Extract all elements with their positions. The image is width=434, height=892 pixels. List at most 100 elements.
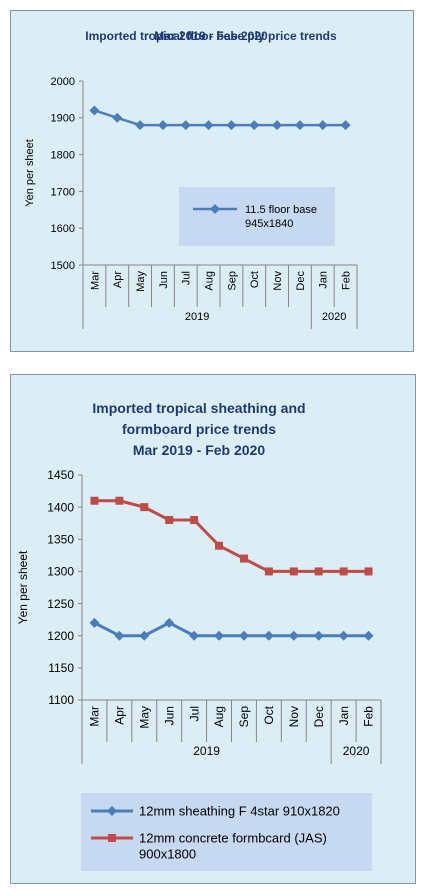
y-tick-label: 1350 — [47, 532, 74, 546]
legend-label: 11.5 floor base — [245, 204, 317, 216]
y-tick-label: 1150 — [48, 661, 74, 675]
chart-floor-base: Imported tropical floor base ply price t… — [24, 29, 358, 329]
data-point — [190, 516, 199, 524]
data-point — [239, 554, 248, 563]
data-point — [272, 120, 283, 131]
data-point — [165, 516, 174, 524]
x-tick-label: Apr — [113, 706, 127, 725]
data-point — [226, 120, 237, 131]
x-tick-label: Aug — [212, 706, 226, 727]
y-tick-label: 1450 — [47, 468, 74, 482]
data-point — [139, 630, 150, 641]
legend-label: 12mm concrete formbcard (JAS) — [139, 831, 327, 846]
series-line — [93, 621, 369, 638]
x-tick-label: Oct — [249, 271, 261, 288]
chart-subtitle: Mar 2019 - Feb 2020 — [133, 442, 266, 458]
data-point — [263, 630, 274, 641]
data-point — [114, 630, 125, 641]
x-tick-label: Oct — [262, 705, 276, 724]
y-tick-label: 2000 — [51, 76, 75, 88]
data-point — [214, 630, 225, 641]
data-point — [288, 630, 299, 641]
data-point — [140, 503, 149, 512]
y-axis-label: Yen per sheet — [24, 139, 36, 206]
y-tick-label: 1600 — [51, 223, 75, 235]
x-tick-label: Nov — [272, 271, 284, 291]
x-tick-label: Dec — [312, 706, 326, 727]
x-tick-label: Aug — [203, 271, 215, 291]
legend-label: 12mm sheathing F 4star 910x1820 — [139, 804, 340, 819]
data-point — [264, 567, 273, 576]
x-tick-label: Nov — [287, 706, 301, 727]
data-point — [115, 496, 124, 505]
data-point — [339, 567, 348, 576]
data-point — [238, 630, 249, 641]
x-tick-label: Jul — [187, 706, 201, 721]
x-tick-label: Jul — [181, 271, 193, 285]
series-line — [94, 109, 346, 127]
data-point — [314, 567, 323, 576]
legend-label: 945x1840 — [245, 218, 293, 230]
data-point — [180, 120, 191, 131]
chart-panel-sheathing: Imported tropical sheathing and formboard… — [10, 374, 416, 884]
chart-title: Imported tropical sheathing and — [92, 400, 305, 416]
y-tick-label: 1100 — [48, 693, 74, 707]
y-tick-label: 1400 — [47, 500, 74, 514]
data-point — [89, 105, 100, 116]
year-label: 2020 — [343, 744, 370, 758]
x-tick-label: Apr — [112, 271, 124, 288]
chart-sheathing-formboard: Imported tropical sheathing and formboard… — [16, 400, 382, 871]
data-point — [313, 630, 324, 641]
x-tick-label: Mar — [88, 706, 102, 727]
chart-panel-floor-base: Imported tropical floor base ply price t… — [10, 10, 414, 352]
data-point — [364, 567, 373, 576]
y-tick-label: 1800 — [51, 149, 75, 161]
data-point — [215, 541, 224, 550]
x-tick-label: Jan — [318, 271, 330, 289]
data-point — [135, 120, 146, 131]
year-label: 2019 — [193, 744, 220, 758]
chart-title: Imported tropical floor base ply price t… — [85, 29, 337, 43]
data-point — [338, 630, 349, 641]
x-tick-label: Jan — [337, 706, 351, 725]
data-point — [164, 617, 175, 628]
x-tick-label: Jun — [158, 271, 170, 289]
chart-title: formboard price trends — [122, 421, 276, 437]
chart-subtitle: Mar 2019 - Feb 2020 — [154, 29, 268, 43]
x-tick-label: Feb — [362, 706, 376, 727]
data-point — [294, 120, 305, 131]
data-point — [90, 496, 99, 505]
y-tick-label: 1250 — [47, 597, 74, 611]
x-tick-label: May — [137, 706, 151, 729]
x-tick-label: Sep — [237, 706, 251, 728]
series-line — [94, 499, 369, 573]
year-label: 2020 — [322, 311, 346, 323]
legend-label: 900x1800 — [139, 847, 196, 862]
x-tick-label: Mar — [89, 271, 101, 290]
x-tick-label: Feb — [340, 271, 352, 290]
x-tick-label: May — [135, 271, 147, 292]
x-tick-label: Sep — [226, 271, 238, 291]
data-point — [289, 567, 298, 576]
year-label: 2019 — [185, 311, 209, 323]
data-point — [249, 120, 260, 131]
y-tick-label: 1700 — [51, 186, 75, 198]
data-point — [89, 617, 100, 628]
legend-box — [81, 793, 372, 871]
legend-marker — [210, 204, 220, 214]
data-point — [112, 112, 123, 123]
legend-marker — [107, 806, 117, 816]
y-axis-label: Yen per sheet — [16, 550, 30, 624]
y-tick-label: 1300 — [47, 565, 74, 579]
x-tick-label: Jun — [162, 706, 176, 725]
data-point — [189, 630, 200, 641]
y-tick-label: 1900 — [51, 113, 75, 125]
y-tick-label: 1200 — [47, 629, 74, 643]
data-point — [157, 120, 168, 131]
data-point — [363, 630, 374, 641]
x-tick-label: Dec — [295, 271, 307, 291]
legend-marker — [108, 834, 116, 842]
data-point — [317, 120, 328, 131]
legend-box — [179, 187, 335, 246]
data-point — [340, 120, 351, 131]
